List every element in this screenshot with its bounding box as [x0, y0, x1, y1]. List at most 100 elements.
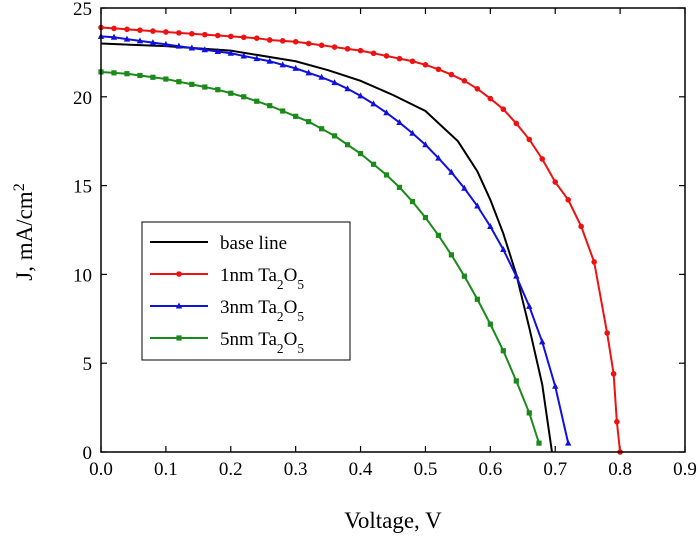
marker — [370, 50, 377, 57]
marker — [227, 49, 234, 56]
marker — [176, 335, 182, 341]
marker — [189, 81, 195, 87]
y-tick-label: 0 — [83, 443, 93, 464]
marker — [279, 61, 286, 68]
marker — [474, 202, 481, 209]
legend-label: base line — [220, 233, 287, 254]
marker — [266, 57, 273, 64]
marker — [111, 25, 117, 32]
marker — [110, 33, 118, 40]
marker — [137, 72, 143, 79]
legend-label: 3nm Ta2O5 — [220, 297, 304, 324]
marker — [409, 58, 416, 65]
marker — [357, 151, 364, 157]
marker — [396, 55, 403, 62]
marker — [435, 232, 442, 238]
marker — [201, 46, 209, 53]
marker — [370, 100, 377, 107]
marker — [422, 62, 429, 68]
plot-frame — [100, 7, 686, 453]
marker — [500, 106, 507, 113]
marker — [319, 126, 325, 132]
marker — [240, 52, 247, 59]
marker — [253, 55, 260, 62]
marker — [124, 26, 130, 33]
marker — [318, 42, 325, 49]
marker — [202, 31, 208, 38]
marker — [176, 79, 182, 85]
marker — [552, 382, 559, 389]
marker — [292, 38, 299, 45]
marker — [448, 168, 455, 175]
marker — [137, 27, 143, 33]
marker — [435, 66, 442, 73]
marker — [357, 92, 364, 99]
marker — [124, 71, 130, 77]
marker — [565, 439, 572, 446]
marker — [370, 161, 377, 167]
marker — [500, 246, 507, 253]
x-tick-label: 0.7 — [543, 459, 567, 480]
marker — [228, 90, 234, 96]
marker — [552, 179, 559, 185]
marker — [254, 98, 260, 104]
marker — [591, 259, 597, 265]
marker — [344, 85, 351, 92]
marker — [202, 84, 208, 90]
marker — [396, 184, 403, 190]
marker — [176, 271, 182, 277]
marker — [578, 223, 584, 230]
marker — [136, 37, 144, 44]
marker — [383, 109, 390, 116]
marker — [318, 73, 325, 80]
marker — [487, 321, 493, 327]
x-tick-label: 0.9 — [673, 459, 697, 480]
marker — [189, 30, 195, 37]
marker — [422, 214, 429, 221]
marker — [306, 119, 312, 125]
marker — [565, 197, 571, 203]
marker — [422, 141, 429, 148]
marker — [448, 252, 454, 258]
marker — [539, 156, 546, 162]
marker — [175, 42, 183, 49]
marker — [513, 378, 519, 384]
marker — [292, 64, 299, 71]
marker — [461, 184, 468, 191]
marker — [513, 120, 520, 127]
x-tick-label: 0.2 — [219, 459, 243, 480]
marker — [149, 39, 157, 46]
marker — [331, 44, 338, 50]
marker — [279, 38, 286, 44]
marker — [383, 53, 390, 59]
y-tick-label: 5 — [83, 354, 93, 375]
marker — [305, 40, 312, 47]
marker — [344, 46, 351, 52]
marker — [526, 410, 532, 416]
series-line — [100, 42, 553, 453]
marker — [123, 35, 131, 42]
marker — [409, 129, 416, 136]
y-tick-label: 10 — [73, 265, 92, 286]
marker — [162, 40, 170, 47]
marker — [500, 348, 506, 354]
marker — [357, 47, 364, 54]
marker — [188, 44, 196, 51]
marker — [227, 33, 234, 40]
x-tick-label: 0.5 — [414, 459, 438, 480]
marker — [332, 133, 338, 139]
x-tick-label: 0.0 — [89, 459, 113, 480]
marker — [448, 71, 455, 78]
x-tick-label: 0.3 — [284, 459, 308, 480]
marker — [461, 78, 468, 84]
x-tick-label: 0.8 — [608, 459, 632, 480]
y-tick-label: 15 — [73, 177, 92, 198]
marker — [487, 222, 494, 229]
marker — [215, 32, 221, 39]
x-tick-label: 0.1 — [154, 459, 178, 480]
marker — [111, 70, 117, 76]
marker — [344, 142, 351, 148]
marker — [240, 34, 247, 41]
marker — [396, 119, 403, 126]
